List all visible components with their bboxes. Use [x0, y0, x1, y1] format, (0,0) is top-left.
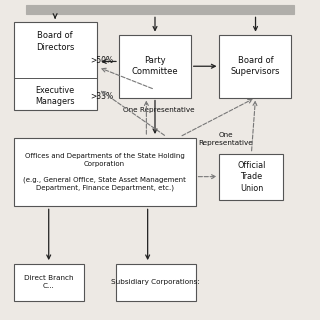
Text: Board of
Supervisors: Board of Supervisors: [231, 56, 280, 76]
FancyBboxPatch shape: [220, 35, 291, 98]
FancyBboxPatch shape: [14, 264, 84, 301]
Text: One
Representative: One Representative: [198, 132, 253, 146]
Text: Party
Committee: Party Committee: [132, 56, 178, 76]
Text: Official
Trade
Union: Official Trade Union: [237, 161, 266, 193]
FancyBboxPatch shape: [26, 5, 294, 14]
Text: Direct Branch
C...: Direct Branch C...: [24, 276, 74, 289]
FancyBboxPatch shape: [119, 35, 191, 98]
FancyBboxPatch shape: [14, 22, 97, 110]
FancyBboxPatch shape: [116, 264, 196, 301]
Text: One Representative: One Representative: [123, 108, 195, 113]
Text: Board of
Directors: Board of Directors: [36, 31, 74, 52]
Text: Subsidiary Corporations:: Subsidiary Corporations:: [111, 279, 200, 285]
Text: Offices and Departments of the State Holding
Corporation

(e.g., General Office,: Offices and Departments of the State Hol…: [23, 153, 186, 191]
FancyBboxPatch shape: [220, 154, 283, 200]
Text: Executive
Managers: Executive Managers: [35, 86, 75, 106]
Text: >33%: >33%: [90, 92, 113, 101]
FancyBboxPatch shape: [14, 138, 196, 206]
Text: >50%: >50%: [90, 56, 113, 65]
